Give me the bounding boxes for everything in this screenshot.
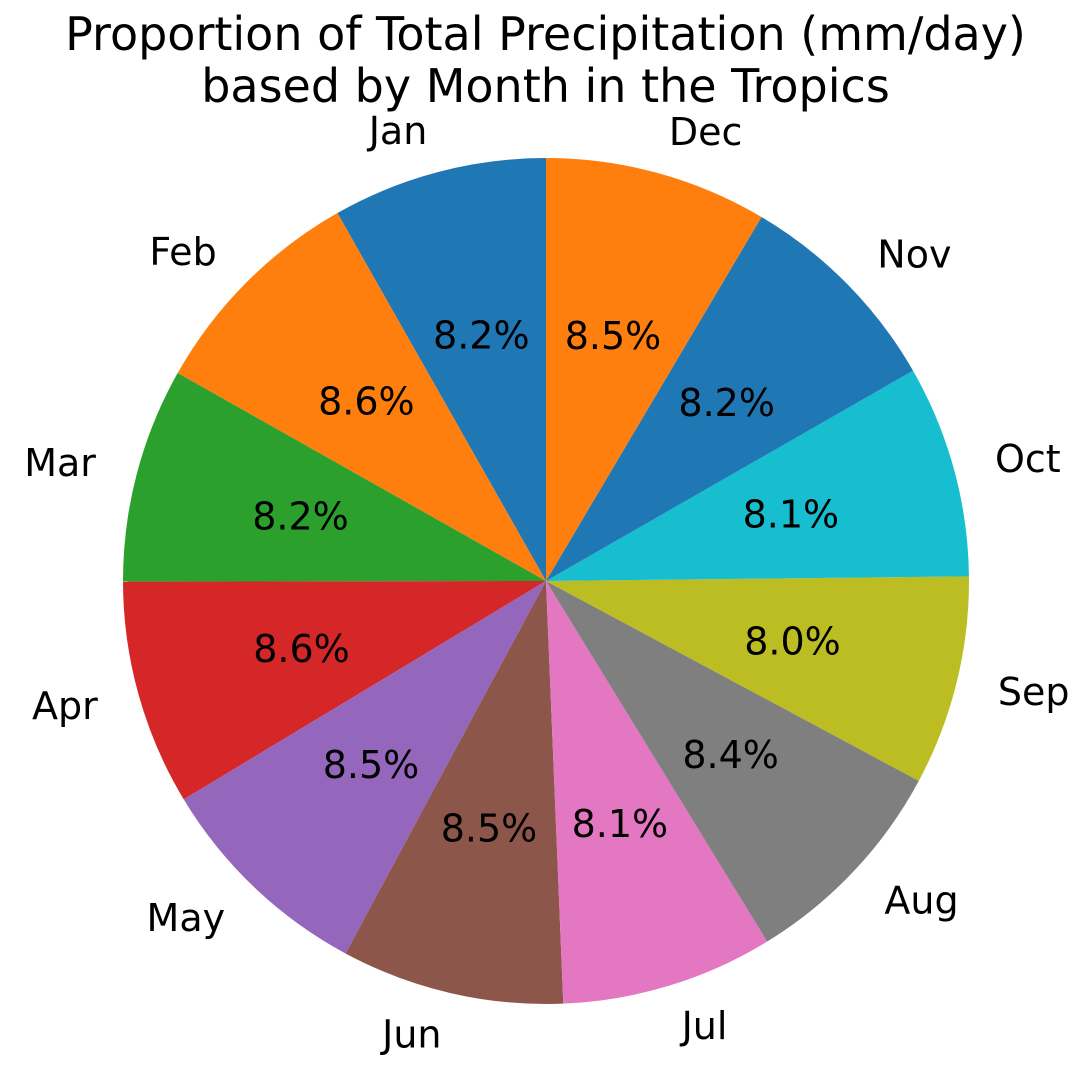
pie-percent-label-jan: 8.2% bbox=[433, 314, 530, 358]
pie-percent-label-aug: 8.4% bbox=[682, 733, 779, 777]
pie-slice-nov bbox=[546, 217, 913, 581]
pie-slice-mar bbox=[122, 372, 547, 582]
pie-category-label-sep: Sep bbox=[998, 670, 1070, 714]
pie-percent-label-may: 8.5% bbox=[323, 743, 420, 787]
pie-percent-label-apr: 8.6% bbox=[253, 627, 350, 671]
pie-slice-feb bbox=[177, 213, 546, 581]
pie-category-label-apr: Apr bbox=[32, 684, 98, 728]
pie-percent-labels: 8.2% 8.6% 8.2% 8.6% 8.5% 8.5% 8.1% 8.4% 8.0% 8.1%… bbox=[252, 314, 841, 851]
pie-slice-apr bbox=[123, 581, 546, 800]
pie-percent-label-nov: 8.2% bbox=[678, 381, 775, 425]
pie-category-label-feb: Feb bbox=[149, 230, 216, 274]
pie-category-label-oct: Oct bbox=[995, 437, 1061, 481]
pie-percent-label-oct: 8.1% bbox=[743, 492, 840, 536]
pie-category-label-nov: Nov bbox=[877, 232, 951, 276]
chart-title: Proportion of Total Precipitation (mm/da… bbox=[0, 8, 1091, 112]
pie-category-label-mar: Mar bbox=[24, 441, 96, 485]
pie-category-label-jul: Jul bbox=[680, 1004, 728, 1048]
pie-percent-label-dec: 8.5% bbox=[565, 314, 662, 358]
pie-slice-jul bbox=[546, 581, 768, 1004]
pie-category-label-aug: Aug bbox=[884, 878, 958, 922]
pie-category-label-dec: Dec bbox=[669, 110, 743, 154]
pie-slice-jan bbox=[337, 158, 546, 581]
pie-slice-sep bbox=[546, 576, 969, 781]
pie-slice-oct bbox=[546, 370, 969, 581]
pie-slices bbox=[122, 158, 969, 1005]
pie-percent-label-feb: 8.6% bbox=[318, 380, 415, 424]
pie-category-label-may: May bbox=[147, 896, 226, 940]
pie-percent-label-sep: 8.0% bbox=[744, 620, 841, 664]
pie-category-label-jan: Jan bbox=[367, 109, 428, 153]
chart-title-line-1: Proportion of Total Precipitation (mm/da… bbox=[65, 7, 1026, 61]
pie-slice-jun bbox=[345, 581, 564, 1005]
pie-slice-aug bbox=[546, 581, 919, 942]
pie-slice-dec bbox=[546, 158, 762, 581]
chart-title-line-2: based by Month in the Tropics bbox=[201, 59, 890, 113]
pie-percent-label-jul: 8.1% bbox=[572, 802, 669, 846]
pie-percent-label-mar: 8.2% bbox=[252, 495, 349, 539]
pie-category-label-jun: Jun bbox=[380, 1012, 441, 1056]
pie-category-labels: Jan Feb Mar Apr May Jun Jul Aug Sep Oct Nov Dec bbox=[24, 109, 1069, 1056]
pie-percent-label-jun: 8.5% bbox=[441, 806, 538, 850]
pie-slice-may bbox=[183, 581, 547, 954]
